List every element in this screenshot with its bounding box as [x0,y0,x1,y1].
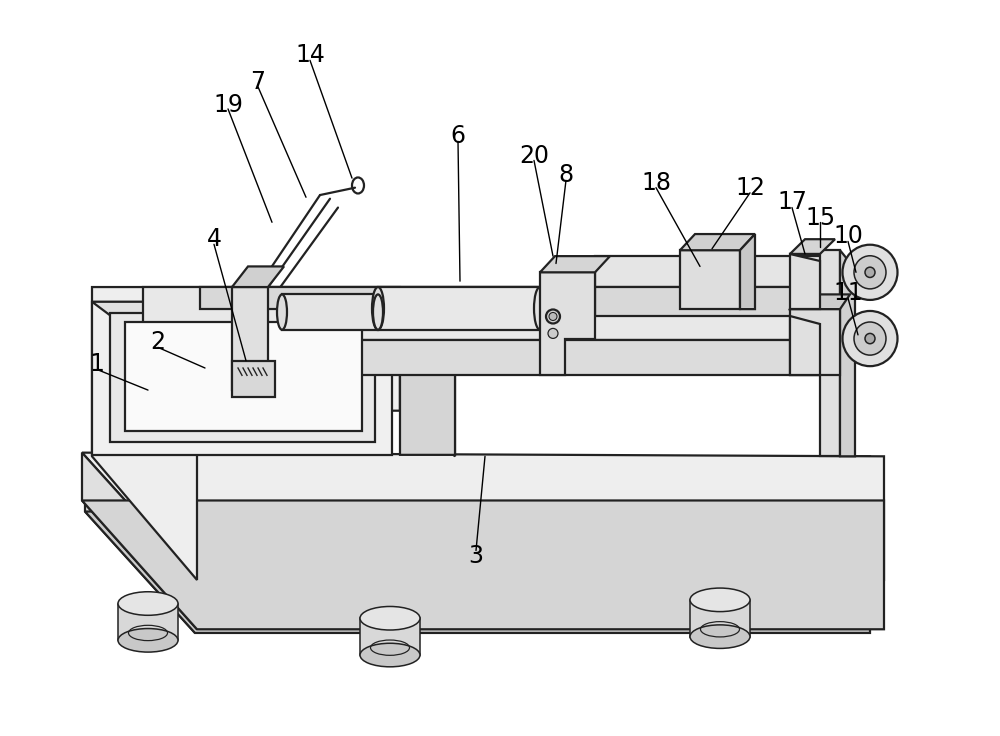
Polygon shape [680,234,755,250]
Ellipse shape [373,294,383,330]
Ellipse shape [690,588,750,612]
Ellipse shape [854,322,886,355]
Polygon shape [82,453,884,580]
Ellipse shape [372,287,384,330]
Ellipse shape [854,256,886,289]
Polygon shape [125,322,362,431]
Polygon shape [82,500,884,629]
Polygon shape [232,361,275,397]
Polygon shape [595,256,840,287]
Text: 14: 14 [295,43,325,67]
Polygon shape [143,287,840,340]
Ellipse shape [842,311,898,367]
Polygon shape [690,600,750,637]
Polygon shape [790,254,820,309]
Polygon shape [840,250,855,456]
Text: 19: 19 [213,93,243,116]
Text: 2: 2 [150,330,166,354]
Polygon shape [143,340,840,375]
Ellipse shape [360,643,420,667]
Polygon shape [680,250,740,309]
Text: 20: 20 [519,144,549,168]
Polygon shape [92,302,392,455]
Polygon shape [790,294,850,309]
Polygon shape [118,604,178,640]
Ellipse shape [548,328,558,339]
Text: 6: 6 [450,124,466,148]
Ellipse shape [549,313,557,320]
Polygon shape [790,239,835,254]
Text: 7: 7 [250,71,266,94]
Text: 8: 8 [558,163,574,187]
Text: 3: 3 [468,544,484,567]
Ellipse shape [118,592,178,615]
Ellipse shape [277,294,287,330]
Ellipse shape [360,606,420,630]
Polygon shape [92,302,455,340]
Ellipse shape [118,629,178,652]
Text: 10: 10 [833,224,863,247]
Polygon shape [400,302,455,455]
Polygon shape [232,266,284,287]
Text: 4: 4 [207,227,222,251]
Polygon shape [790,309,840,375]
Polygon shape [595,287,840,316]
Text: 11: 11 [833,281,863,305]
Polygon shape [400,287,455,456]
Ellipse shape [865,333,875,344]
Text: 18: 18 [641,171,671,194]
Ellipse shape [865,267,875,277]
Ellipse shape [842,244,898,300]
Ellipse shape [534,287,546,330]
Polygon shape [378,287,540,330]
Ellipse shape [690,625,750,648]
Polygon shape [282,294,378,330]
Polygon shape [82,453,197,629]
Polygon shape [740,234,755,309]
Polygon shape [85,456,870,578]
Polygon shape [110,313,375,442]
Text: 15: 15 [805,206,835,230]
Polygon shape [540,272,595,375]
Polygon shape [790,316,820,375]
Polygon shape [540,256,610,272]
Ellipse shape [546,309,560,324]
Polygon shape [820,250,840,456]
Text: 17: 17 [777,191,807,214]
Polygon shape [200,287,720,309]
Polygon shape [92,287,400,580]
Polygon shape [232,287,268,390]
Polygon shape [360,618,420,655]
Polygon shape [85,512,870,633]
Text: 1: 1 [90,353,104,376]
Text: 12: 12 [735,176,765,199]
Polygon shape [85,456,195,633]
